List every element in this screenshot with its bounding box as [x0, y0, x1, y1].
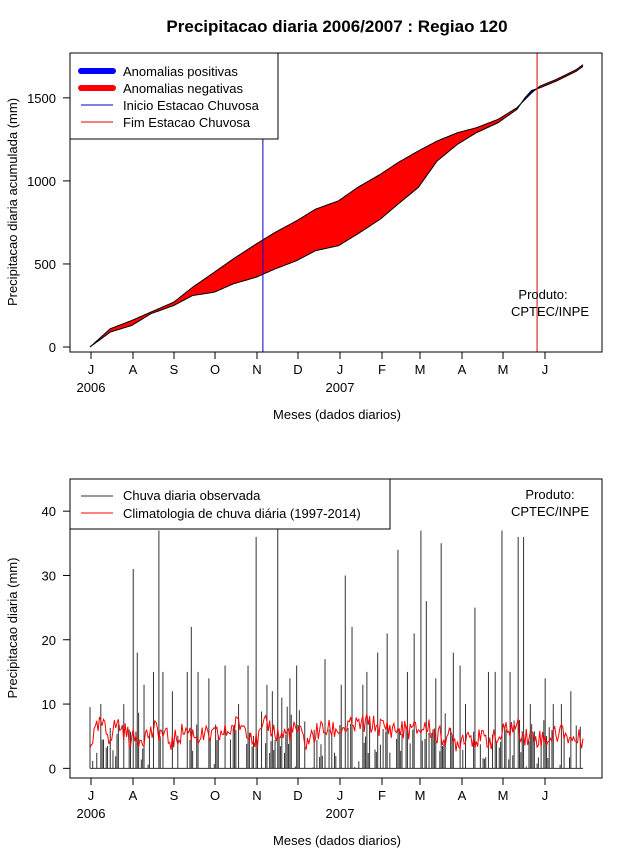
daily-chart-panel: J A S O N D J F M A M J 2006 2007 0 10 20 30 40 Meses (dad… — [5, 478, 603, 848]
daily-y-tick-label: 40 — [42, 504, 56, 519]
daily-x-tick-label: F — [378, 788, 386, 803]
cumulative-x-tick-label: M — [498, 362, 509, 377]
daily-x-tick-label: J — [337, 788, 344, 803]
legend-label-start: Inicio Estacao Chuvosa — [123, 98, 260, 113]
cumulative-y-tick-label: 0 — [49, 340, 56, 355]
legend-label-observed: Chuva diaria observada — [123, 488, 261, 503]
daily-x-tick-label: D — [293, 788, 302, 803]
daily-x-tick-label: N — [252, 788, 261, 803]
cumulative-x-tick-label: J — [88, 362, 95, 377]
climatology-cumulative-line — [89, 64, 584, 348]
daily-y-tick-label: 0 — [49, 761, 56, 776]
daily-x-tick-label: A — [458, 788, 467, 803]
daily-climatology — [89, 713, 584, 752]
daily-y-axis-label: Precipitacao diaria (mm) — [5, 558, 20, 699]
daily-x-tick-label: A — [129, 788, 138, 803]
daily-x-tick-label: S — [170, 788, 179, 803]
cumulative-chart-panel: J A S O N D J F M A M J 2006 2007 0 500 1000 1500 Meses (… — [5, 52, 603, 422]
cumulative-product-label: Produto: — [518, 287, 567, 302]
daily-observed-bars — [89, 524, 583, 769]
cumulative-year-label: 2006 — [77, 380, 106, 395]
daily-x-tick-label: J — [542, 788, 549, 803]
daily-x-tick-label: J — [88, 788, 95, 803]
cumulative-x-tick-label: J — [542, 362, 549, 377]
daily-y-tick-label: 20 — [42, 633, 56, 648]
chart-title: Precipitacao diaria 2006/2007 : Regiao 1… — [166, 17, 507, 36]
legend-label-climatology: Climatologia de chuva diária (1997-2014) — [123, 506, 361, 521]
observed-cumulative-line — [89, 65, 584, 348]
daily-x-axis-label: Meses (dados diarios) — [273, 833, 401, 848]
cumulative-y-axis-label: Precipitacao diaria acumulada (mm) — [5, 98, 20, 306]
cumulative-y-tick-label: 500 — [34, 257, 56, 272]
cumulative-y-tick-label: 1000 — [27, 174, 56, 189]
cumulative-x-tick-label: D — [293, 362, 302, 377]
climatology-daily-line — [89, 713, 584, 752]
cumulative-marks — [89, 53, 584, 352]
negative-anomaly-area — [91, 103, 521, 347]
daily-year-label: 2006 — [77, 806, 106, 821]
cumulative-year-label: 2007 — [326, 380, 355, 395]
cumulative-x-tick-label: A — [129, 362, 138, 377]
cumulative-legend-box — [69, 52, 279, 140]
daily-year-label: 2007 — [326, 806, 355, 821]
daily-legend-box — [69, 478, 391, 530]
daily-product-label: Produto: — [525, 487, 574, 502]
cumulative-axes: J A S O N D J F M A M J 2006 2007 0 500 1000 1500 — [27, 91, 548, 395]
legend-label-end: Fim Estacao Chuvosa — [123, 115, 251, 130]
daily-axes: J A S O N D J F M A M J 2006 2007 0 10 20 30 40 — [42, 504, 549, 821]
negative-anomaly-area — [537, 64, 583, 89]
daily-y-tick-label: 10 — [42, 697, 56, 712]
cumulative-x-tick-label: A — [458, 362, 467, 377]
legend-label-negative: Anomalias negativas — [123, 81, 243, 96]
daily-x-tick-label: M — [498, 788, 509, 803]
daily-x-tick-label: O — [210, 788, 220, 803]
daily-legend: Chuva diaria observada Climatologia de c… — [69, 478, 391, 530]
cumulative-legend: Anomalias positivas Anomalias negativas … — [69, 52, 279, 140]
cumulative-product-source: CPTEC/INPE — [511, 304, 589, 319]
cumulative-y-tick-label: 1500 — [27, 91, 56, 106]
daily-y-tick-label: 30 — [42, 568, 56, 583]
cumulative-x-tick-label: N — [252, 362, 261, 377]
daily-product-source: CPTEC/INPE — [511, 504, 589, 519]
cumulative-x-tick-label: O — [210, 362, 220, 377]
cumulative-x-axis-label: Meses (dados diarios) — [273, 407, 401, 422]
cumulative-x-tick-label: S — [170, 362, 179, 377]
cumulative-x-tick-label: M — [415, 362, 426, 377]
daily-x-tick-label: M — [415, 788, 426, 803]
cumulative-x-tick-label: J — [337, 362, 344, 377]
cumulative-x-tick-label: F — [378, 362, 386, 377]
legend-label-positive: Anomalias positivas — [123, 64, 238, 79]
